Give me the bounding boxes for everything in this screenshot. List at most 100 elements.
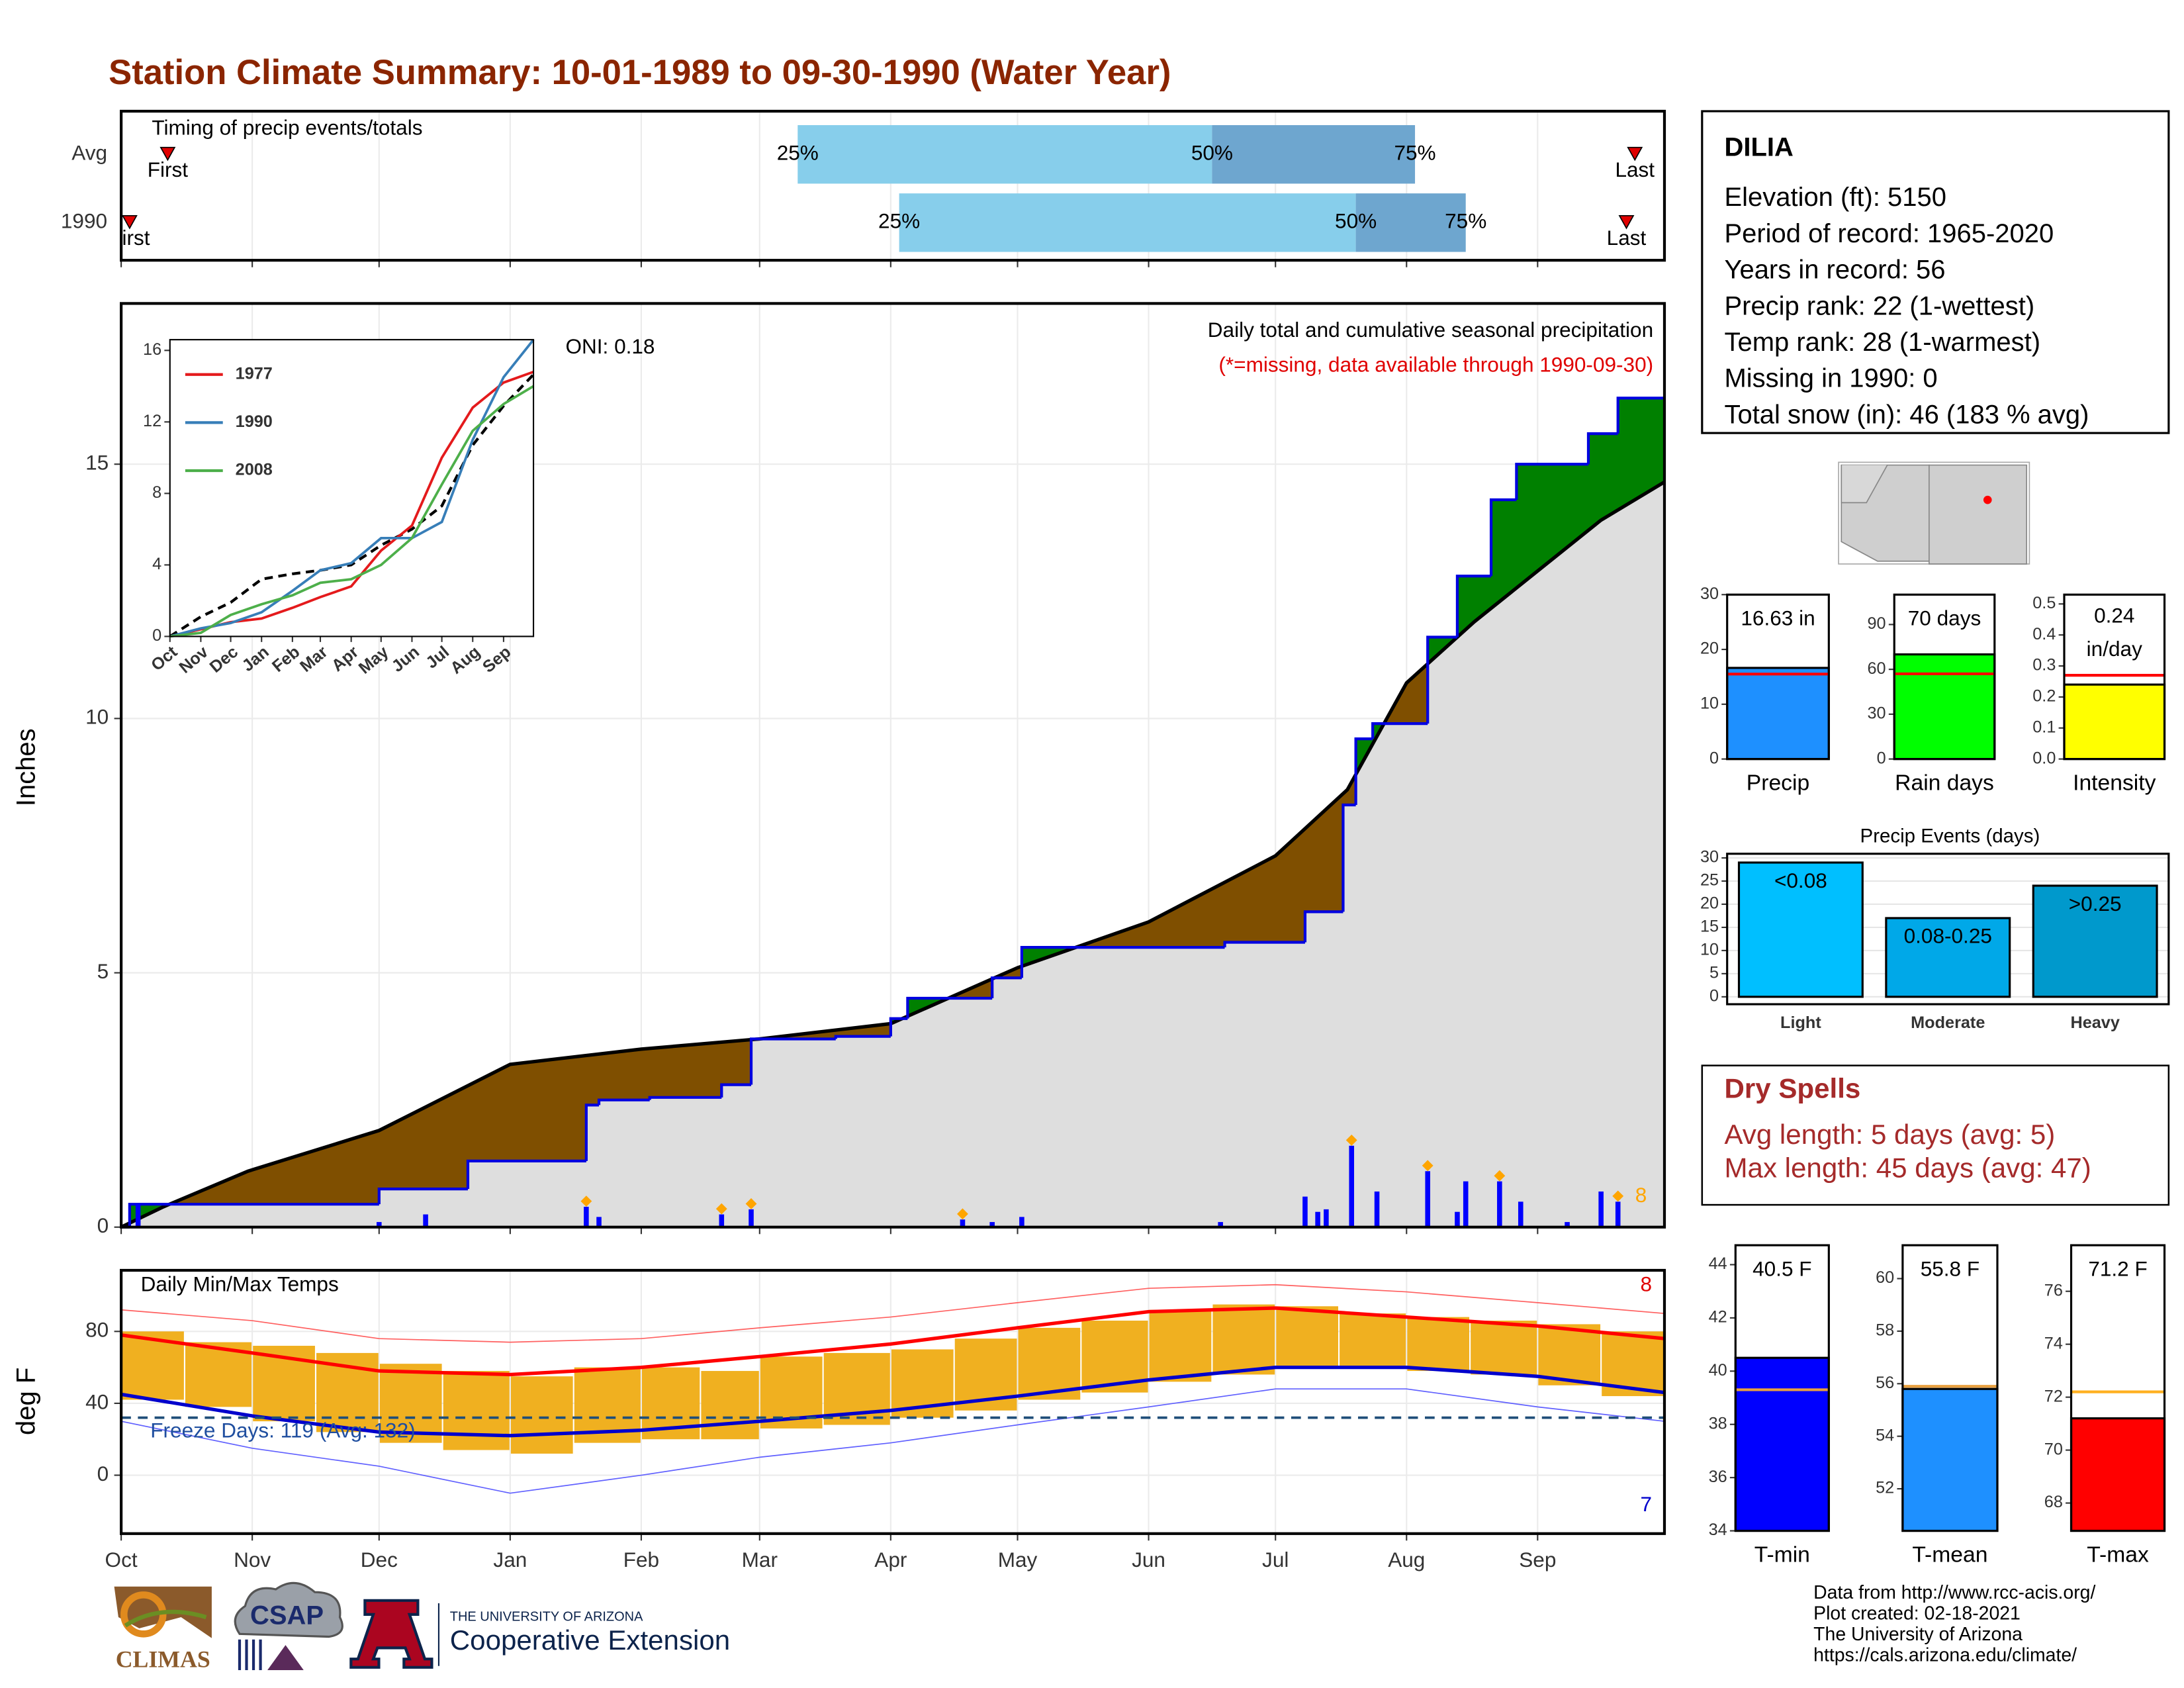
quartile-bar (1355, 193, 1466, 252)
flag-marker (745, 1198, 757, 1209)
obs-step (834, 1035, 891, 1039)
obs-step (648, 1096, 722, 1100)
obs-step (720, 1083, 752, 1098)
y-tick-label: 4 (152, 555, 161, 573)
gauge-border (1726, 593, 1830, 761)
obs-step (1371, 722, 1428, 739)
event-bar (2032, 884, 2158, 998)
obs-step (1616, 397, 1664, 434)
timing-label: Last (1615, 158, 1655, 181)
gauge-bar (2070, 1417, 2166, 1532)
avg-min-line (120, 1365, 1665, 1438)
temp-range-bar (1471, 1321, 1537, 1375)
row-label: Avg (71, 141, 107, 165)
gauge-category: T-min (1754, 1542, 1810, 1567)
gauge-border (1893, 593, 1996, 761)
daily-bar (960, 1219, 966, 1227)
daily-bar (1565, 1222, 1570, 1227)
gauge-bar (1726, 667, 1830, 761)
daily-bar (1315, 1211, 1320, 1227)
y-tick-label: 70 (2044, 1440, 2063, 1458)
ua-big-text: Cooperative Extension (450, 1624, 730, 1656)
station-line: Missing in 1990: 0 (1724, 364, 1937, 393)
y-tick-label: 42 (1709, 1308, 1727, 1327)
temp-range-bar (701, 1371, 759, 1440)
gauge-value-label: 55.8 F (1921, 1256, 1979, 1280)
daily-bar (1497, 1181, 1502, 1227)
y-tick-label: 5 (1709, 964, 1719, 982)
panel-border (119, 302, 1666, 1229)
gauge-value-label: 0.24 (2094, 603, 2134, 627)
flag-marker (957, 1208, 968, 1220)
obs-step (1342, 803, 1356, 912)
gauge-bar (2063, 683, 2166, 761)
temp-range-bar (443, 1371, 510, 1450)
gauge-border (2063, 593, 2166, 761)
x-tick-label: Moderate (1911, 1013, 1985, 1032)
quartile-bar (1212, 125, 1416, 184)
x-tick-label: Jan (493, 1548, 527, 1571)
event-bar (1737, 861, 1864, 998)
inset-bg (169, 340, 534, 637)
y-tick-label: 56 (1876, 1374, 1894, 1392)
panel-border (1726, 853, 2170, 1006)
station-line: Temp rank: 28 (1-warmest) (1724, 328, 2040, 357)
y-tick-label: 12 (143, 412, 161, 430)
y-tick-label: 76 (2044, 1281, 2063, 1299)
station-line: Period of record: 1965-2020 (1724, 219, 2054, 248)
y-tick-label: 15 (1700, 917, 1719, 936)
climas-logo: CLIMAS (114, 1586, 212, 1673)
gauge-category: T-mean (1912, 1542, 1987, 1567)
gauge-value-label: 40.5 F (1752, 1256, 1811, 1280)
x-tick-label: Jul (1262, 1548, 1289, 1571)
x-tick-label: Apr (874, 1548, 907, 1571)
avg-max-line (120, 1306, 1665, 1377)
y-tick-label: 60 (1876, 1268, 1894, 1287)
y-tick-label: 30 (1700, 585, 1719, 603)
y-tick-label: 0 (97, 1213, 109, 1237)
footer-line: Data from http://www.rcc-acis.org/ (1813, 1582, 2095, 1603)
y-tick-label: 20 (1700, 639, 1719, 658)
event-bar-label: >0.25 (2069, 892, 2122, 915)
station-line: Elevation (ft): 5150 (1724, 183, 1946, 212)
x-tick-label: Jun (1132, 1548, 1165, 1571)
obs-step (1455, 575, 1492, 637)
gauge-category: Intensity (2073, 771, 2156, 795)
timing-marker (1627, 146, 1643, 162)
y-tick-label: 0 (97, 1462, 109, 1485)
gauge-bar (1893, 653, 1996, 761)
y-tick-label: 0 (1709, 749, 1719, 767)
rec-min-line (120, 1388, 1665, 1494)
obs-step (1426, 635, 1457, 724)
y-tick-label: 8 (152, 483, 161, 502)
timing-label: First (148, 158, 189, 181)
quartile-label: 25% (878, 209, 920, 233)
max-count: 8 (1640, 1272, 1652, 1295)
timing-marker (1618, 214, 1635, 230)
gauge-value-label: 70 days (1908, 606, 1981, 630)
y-axis-label: Inches (12, 728, 41, 806)
station-name: DILIA (1724, 132, 1793, 162)
quartile-label: 50% (1191, 141, 1233, 165)
y-tick-label: 30 (1868, 704, 1886, 723)
dry-spells-box (1701, 1064, 2170, 1206)
footer-line: The University of Arizona (1813, 1624, 2023, 1645)
obs-step (906, 996, 993, 1019)
legend-label: 1977 (236, 364, 273, 383)
event-bar-label: <0.08 (1774, 868, 1827, 892)
quartile-bar (797, 125, 1212, 184)
daily-bar (1425, 1171, 1431, 1227)
daily-bar (584, 1207, 589, 1227)
panel-title: Daily total and cumulative seasonal prec… (1208, 318, 1653, 342)
y-tick-label: 44 (1709, 1254, 1727, 1273)
daily-bar (1615, 1201, 1621, 1227)
y-tick-label: 10 (85, 705, 109, 729)
station-line: Precip rank: 22 (1-wettest) (1724, 291, 2034, 320)
x-tick-label: Dec (361, 1548, 398, 1571)
y-tick-label: 0.2 (2032, 687, 2056, 706)
gauge-category: Precip (1747, 771, 1809, 795)
gauge-category: T-max (2087, 1542, 2149, 1567)
quartile-label: 25% (777, 141, 819, 165)
gauge-border (1734, 1244, 1830, 1532)
